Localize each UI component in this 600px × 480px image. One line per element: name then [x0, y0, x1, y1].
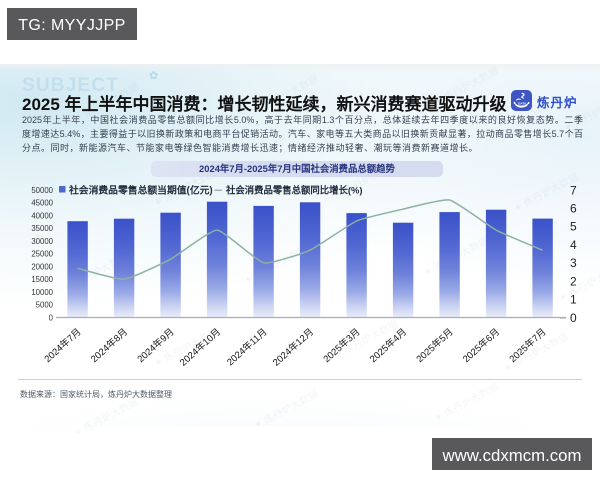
svg-text:6: 6: [570, 202, 577, 216]
svg-text:50000: 50000: [31, 186, 53, 195]
svg-text:30000: 30000: [31, 237, 53, 246]
svg-text:25000: 25000: [31, 250, 53, 259]
svg-text:15000: 15000: [31, 275, 53, 284]
svg-text:0: 0: [570, 311, 577, 325]
svg-text:2024年8月: 2024年8月: [88, 326, 130, 365]
svg-text:2024年11月: 2024年11月: [224, 326, 269, 368]
svg-text:2024年12月: 2024年12月: [270, 326, 316, 369]
svg-text:2024年7月: 2024年7月: [42, 326, 84, 365]
svg-text:社会消费品零售总额同比增长(%): 社会消费品零售总额同比增长(%): [225, 185, 362, 196]
svg-text:0: 0: [49, 313, 54, 322]
svg-text:40000: 40000: [31, 211, 53, 220]
svg-text:5: 5: [570, 220, 577, 234]
svg-text:1: 1: [570, 293, 577, 307]
svg-text:20000: 20000: [31, 262, 53, 271]
svg-text:5000: 5000: [36, 301, 54, 310]
svg-text:2025年5月: 2025年5月: [414, 326, 456, 365]
svg-text:7: 7: [570, 183, 577, 197]
svg-text:45000: 45000: [31, 199, 53, 208]
svg-text:4: 4: [570, 238, 577, 252]
svg-text:10000: 10000: [31, 288, 53, 297]
svg-text:2025年6月: 2025年6月: [460, 326, 502, 365]
svg-text:2025年7月: 2025年7月: [507, 326, 549, 365]
svg-text:2025年4月: 2025年4月: [367, 326, 409, 365]
svg-text:2024年10月: 2024年10月: [177, 326, 223, 369]
svg-text:2024年9月: 2024年9月: [135, 326, 177, 365]
svg-text:2: 2: [570, 274, 577, 288]
svg-text:DATA: DATA: [518, 102, 527, 106]
svg-text:2025年3月: 2025年3月: [321, 326, 363, 365]
svg-text:社会消费品零售总额当期值(亿元): 社会消费品零售总额当期值(亿元): [68, 184, 213, 197]
svg-text:3: 3: [570, 256, 577, 270]
svg-text:35000: 35000: [31, 224, 53, 233]
